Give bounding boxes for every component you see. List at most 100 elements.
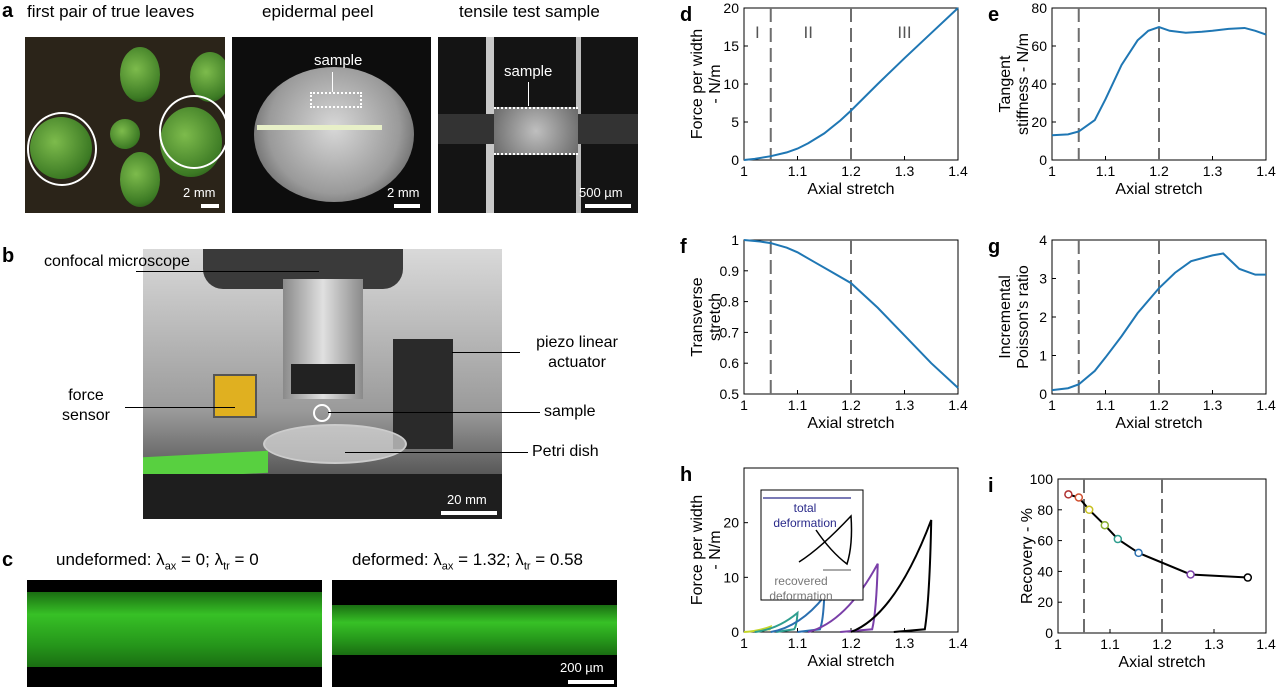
scale-label: 20 mm [447, 492, 487, 507]
scale-bar [585, 204, 631, 208]
inset-loop [798, 514, 853, 566]
fluorescence-undeformed [27, 580, 322, 687]
x-axis-label: Axial stretch [1115, 415, 1202, 432]
photo-caption-leaves: first pair of true leaves [27, 2, 195, 21]
y-tick-label: 0.5 [720, 386, 740, 402]
x-tick-label: 1.3 [1203, 397, 1223, 413]
x-tick-label: 1.1 [788, 635, 808, 651]
recovery-point [1134, 548, 1143, 558]
y-tick-label: 20 [1031, 114, 1047, 130]
recovery-point [1186, 570, 1195, 579]
y-tick-label: 40 [1037, 563, 1053, 579]
scale-label: 2 mm [183, 185, 216, 200]
y-tick-label: 15 [723, 38, 739, 54]
x-tick-label: 1 [1048, 397, 1056, 413]
x-tick-label: 1.1 [788, 397, 808, 413]
panel-letter: g [988, 236, 1000, 258]
y-tick-label: 0.6 [720, 355, 740, 371]
panel-letter: i [988, 475, 994, 497]
force-sensor-body [213, 374, 257, 418]
sample-label: sample [504, 63, 553, 80]
x-axis-label: Axial stretch [807, 415, 894, 432]
y-tick-label: 60 [1037, 533, 1053, 549]
chart-tangent-stiffness: e 1 1.1 1.2 1.3 1.4 0 20 40 60 80 Axial stretch Tang… [988, 0, 1276, 198]
y-axis-label: Force per width [689, 29, 706, 139]
x-tick-label: 1.2 [841, 163, 861, 179]
x-tick-label: 1 [1048, 163, 1056, 179]
hysteresis-loop [754, 610, 799, 633]
region-label: III [897, 23, 911, 42]
scale-label: 2 mm [387, 185, 420, 200]
y-tick-label: 0 [731, 624, 739, 640]
x-tick-label: 1.4 [1256, 163, 1276, 179]
scale-label: 500 µm [579, 185, 623, 200]
recovery-point [1113, 534, 1123, 544]
recovery-point [1064, 490, 1073, 499]
recovery-point [1100, 520, 1110, 530]
leaf-highlight-circle [159, 95, 225, 169]
y-tick-label: 5 [731, 114, 739, 130]
y-tick-label: 20 [1037, 594, 1053, 610]
x-tick-label: 1.2 [1149, 397, 1169, 413]
sample-strip [494, 107, 578, 155]
piezo-actuator-body [393, 339, 453, 449]
recovery-point [1074, 493, 1084, 502]
x-tick-label: 1.2 [841, 635, 861, 651]
x-tick-label: 1.1 [1100, 636, 1120, 652]
panel-letter: d [680, 4, 692, 26]
inset-label-total: total [794, 501, 817, 515]
scale-bar [441, 511, 497, 515]
y-tick-label: 1 [731, 232, 739, 248]
chart-recovery: i 1 1.1 1.2 1.3 1.4 0 20 40 60 80 100 Axial stretch R… [988, 471, 1276, 671]
x-tick-label: 1.3 [1204, 636, 1224, 652]
photo-epidermal-peel: sample 2 mm [232, 37, 431, 213]
inset-frame [760, 489, 864, 601]
y-tick-label: 4 [1039, 232, 1047, 248]
y-tick-label: 10 [723, 76, 739, 92]
x-axis-label: Axial stretch [807, 181, 894, 198]
fluorescence-deformed: 200 µm [332, 580, 617, 687]
scale-bar [201, 204, 219, 208]
x-tick-label: 1.3 [895, 163, 915, 179]
y-axis-label: Tangent [997, 55, 1014, 112]
x-tick-label: 1.2 [1152, 636, 1172, 652]
y-tick-label: 1 [1039, 348, 1047, 364]
label-sample: sample [544, 403, 596, 420]
y-axis-label: - N/m [707, 64, 724, 103]
x-tick-label: 1 [740, 163, 748, 179]
x-tick-label: 1 [740, 397, 748, 413]
y-tick-label: 0 [1045, 625, 1053, 641]
x-axis-label: Axial stretch [807, 653, 894, 670]
x-tick-label: 1.3 [1203, 163, 1223, 179]
recovery-point [1084, 505, 1094, 515]
chart-force-per-width: d 1 1.1 1.2 1.3 1.4 0 5 10 15 20 Axial stretch Force… [680, 0, 968, 198]
y-tick-label: 100 [1030, 471, 1054, 487]
y-axis-label: stretch [707, 293, 724, 341]
y-tick-label: 0 [731, 152, 739, 168]
y-tick-label: 0 [1039, 386, 1047, 402]
hysteresis-loop [850, 519, 933, 633]
x-tick-label: 1.1 [788, 163, 808, 179]
x-axis-label: Axial stretch [1115, 181, 1202, 198]
caption-deformed: deformed: λax = 1.32; λtr = 0.58 [352, 550, 584, 573]
scale-bar [394, 204, 420, 208]
label-force-sensor: force sensor [61, 387, 111, 424]
y-tick-label: 20 [723, 0, 739, 16]
recovery-point [1243, 573, 1253, 582]
scale-bar [568, 680, 614, 684]
chart-transverse-stretch: f 1 1.1 1.2 1.3 1.4 0.5 0.6 0.7 0.8 0.9 1 Axial stre… [680, 232, 968, 432]
panel-c-letter: c [2, 549, 14, 571]
y-axis-label: stiffness - N/m [1015, 33, 1032, 135]
y-tick-label: 20 [723, 515, 739, 531]
panel-letter: h [680, 464, 692, 486]
inset-label-total: deformation [773, 516, 836, 530]
panel-letter: e [988, 4, 999, 26]
label-piezo-actuator: piezo linear actuator [536, 334, 618, 371]
series-line [1051, 25, 1267, 137]
x-tick-label: 1.1 [1096, 397, 1116, 413]
y-tick-label: 2 [1039, 309, 1047, 325]
x-tick-label: 1.4 [1256, 636, 1276, 652]
inset-label-recovered: recovered [774, 574, 827, 588]
panel-b-letter: b [2, 245, 15, 267]
